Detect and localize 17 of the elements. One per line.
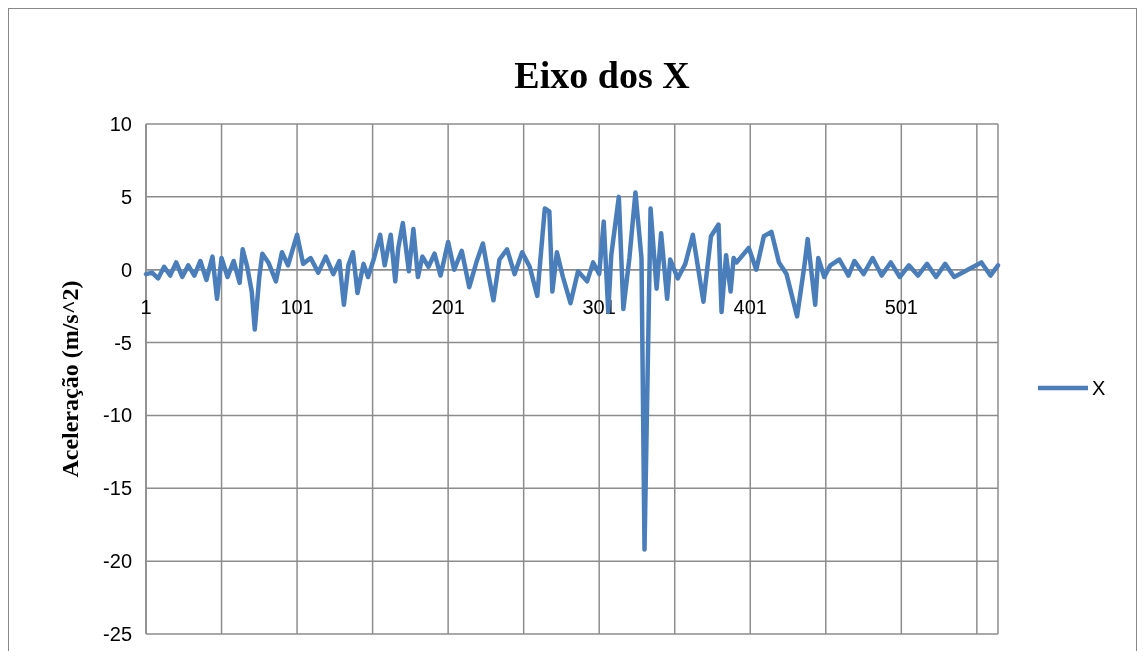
x-tick-label: 401 (733, 295, 767, 318)
y-tick-label: -20 (103, 550, 132, 573)
chart-title: Eixo dos X (514, 54, 690, 96)
y-tick-label: 10 (109, 113, 132, 135)
y-tick-label: 0 (120, 258, 132, 281)
y-tick-label: -10 (103, 404, 132, 427)
y-tick-label: -25 (103, 623, 132, 645)
x-tick-label: 101 (280, 295, 314, 318)
x-tick-label: 1 (140, 295, 152, 318)
legend-label: X (1092, 377, 1106, 399)
y-axis-title: Aceleração (m/s^2) (57, 280, 83, 478)
line-series (143, 190, 1001, 552)
x-tick-label: 201 (431, 295, 465, 318)
y-tick-label: -5 (114, 331, 132, 354)
y-tick-label: 5 (120, 185, 132, 208)
x-tick-label: 501 (884, 295, 919, 318)
y-tick-label: -15 (103, 477, 132, 500)
